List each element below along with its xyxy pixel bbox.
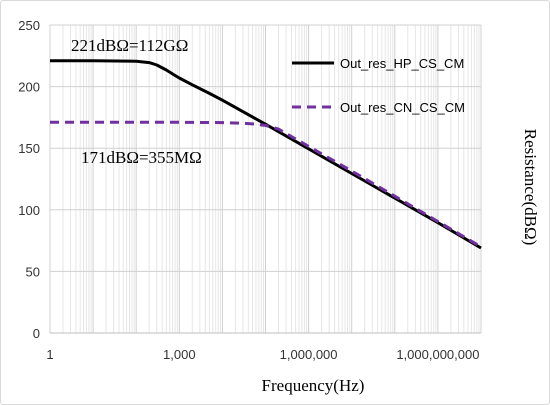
annotation-hp-resistance: 221dBΩ=112GΩ (71, 36, 188, 55)
y-tick-label: 150 (18, 141, 40, 156)
y-tick-label: 200 (18, 80, 40, 95)
legend-label-hp: Out_res_HP_CS_CM (340, 56, 464, 71)
x-tick-label: 1 (46, 347, 53, 362)
y-axis-label: Resistance(dBΩ) (521, 129, 540, 246)
x-tick-label: 1,000,000,000 (396, 347, 479, 362)
y-tick-label: 50 (26, 264, 40, 279)
annotation-cn-resistance: 171dBΩ=355MΩ (81, 148, 202, 167)
x-tick-label: 1,000 (163, 347, 196, 362)
legend: Out_res_HP_CS_CM Out_res_CN_CS_CM (292, 56, 465, 115)
y-tick-label: 100 (18, 203, 40, 218)
y-tick-label: 0 (33, 326, 40, 341)
legend-label-cn: Out_res_CN_CS_CM (340, 100, 465, 115)
chart-text: 221dBΩ=112GΩ 171dBΩ=355MΩ Frequency(Hz) … (71, 36, 540, 395)
x-tick-label: 1,000,000 (280, 347, 338, 362)
axes: 0 50 100 150 200 250 1 1,000 1,000,000 1,000,000,… (18, 18, 481, 362)
y-tick-label: 250 (18, 18, 40, 33)
x-axis-label: Frequency(Hz) (262, 376, 365, 395)
series-line-1 (50, 120, 482, 249)
series-lines (50, 59, 482, 250)
grid (49, 24, 482, 334)
series-line-0 (50, 59, 482, 250)
